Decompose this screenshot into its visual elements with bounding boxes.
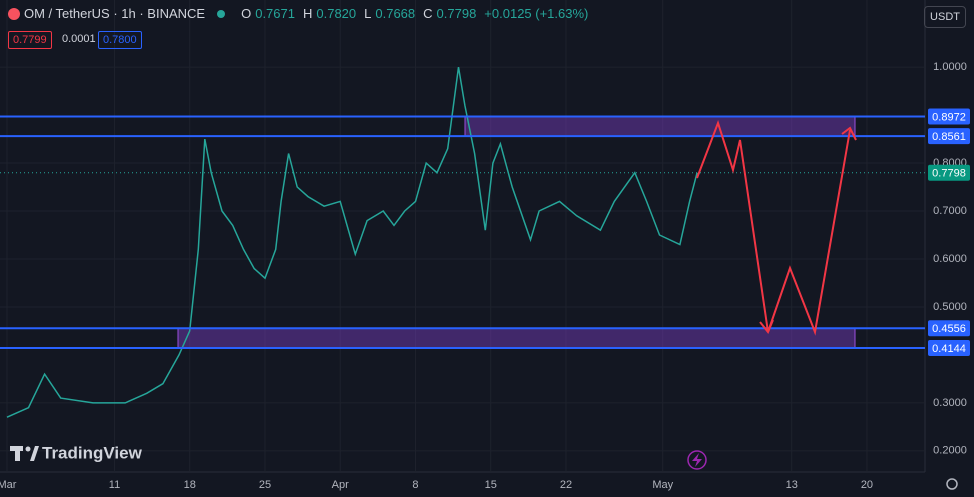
price-line (6, 66, 698, 418)
x-tick-label: 20 (861, 479, 873, 491)
change: +0.0125 (+1.63%) (484, 6, 589, 21)
settings-icon[interactable] (946, 478, 958, 490)
ohlc-key: C (423, 6, 433, 21)
y-tick-label: 0.2000 (933, 445, 967, 457)
y-tick-label: 1.0000 (933, 61, 967, 73)
x-tick-label: 11 (109, 479, 120, 491)
level-label: 0.4556 (932, 323, 966, 335)
level-tag (928, 339, 970, 356)
ohlc-value: 0.7798 (436, 6, 477, 21)
watermark: TradingView (42, 443, 143, 462)
logo: TradingView (10, 443, 143, 462)
x-tick-label: Mar (0, 479, 17, 491)
y-tick-label: 0.3000 (933, 397, 967, 409)
level-label: 0.8561 (932, 131, 966, 143)
currency[interactable]: USDT (924, 6, 966, 28)
x-tick-label: May (652, 479, 673, 491)
y-tick-label: 0.7000 (933, 205, 967, 217)
x-tick-label: Apr (332, 479, 349, 491)
symbol-icon (8, 7, 20, 20)
symbol: OM / TetherUS · 1h · BINANCE (24, 6, 206, 21)
last-price-tag (928, 164, 970, 181)
price-axis (925, 0, 974, 497)
labels: 0.20000.30000.50000.60000.70000.80001.00… (0, 61, 970, 491)
level-label: 0.8972 (932, 111, 966, 123)
x-tick-label: 13 (786, 479, 798, 491)
grid (0, 0, 925, 472)
ohlc-value: 0.7671 (255, 6, 295, 21)
ohlc-key: O (241, 6, 252, 21)
events-icon-bolt (692, 453, 702, 467)
events-icon[interactable] (687, 450, 707, 470)
level-tag (928, 108, 970, 125)
market-status (217, 9, 226, 18)
x-tick-label: 22 (560, 479, 572, 491)
zone (177, 327, 856, 349)
arrow-head (759, 319, 774, 334)
x-tick-label: 25 (259, 479, 271, 491)
ohlc-key: H (302, 6, 313, 21)
x-tick-label: 8 (412, 479, 418, 491)
level-tag (928, 320, 970, 337)
level-label: 0.4144 (932, 343, 966, 355)
level-tag (928, 128, 970, 145)
last-price-label: 0.7798 (932, 168, 966, 180)
arrow-head (841, 126, 857, 141)
plot (0, 66, 925, 418)
x-tick-label: 18 (184, 479, 196, 491)
legend-header: OM / TetherUS · 1h · BINANCE O 0.7671 H 0.… (8, 6, 588, 21)
bid[interactable]: 0.7799 (8, 31, 52, 49)
spread: 0.0001 (62, 33, 96, 45)
forecast-arrow (696, 119, 851, 336)
y-tick-label: 0.5000 (933, 301, 967, 313)
zone (464, 115, 856, 137)
ohlc-key: L (364, 6, 372, 21)
ask[interactable]: 0.7800 (98, 31, 142, 49)
x-tick-label: 15 (485, 479, 497, 491)
ohlc-value: 0.7820 (316, 6, 357, 21)
y-tick-label: 0.6000 (933, 253, 967, 265)
ohlc-value: 0.7668 (375, 6, 416, 21)
